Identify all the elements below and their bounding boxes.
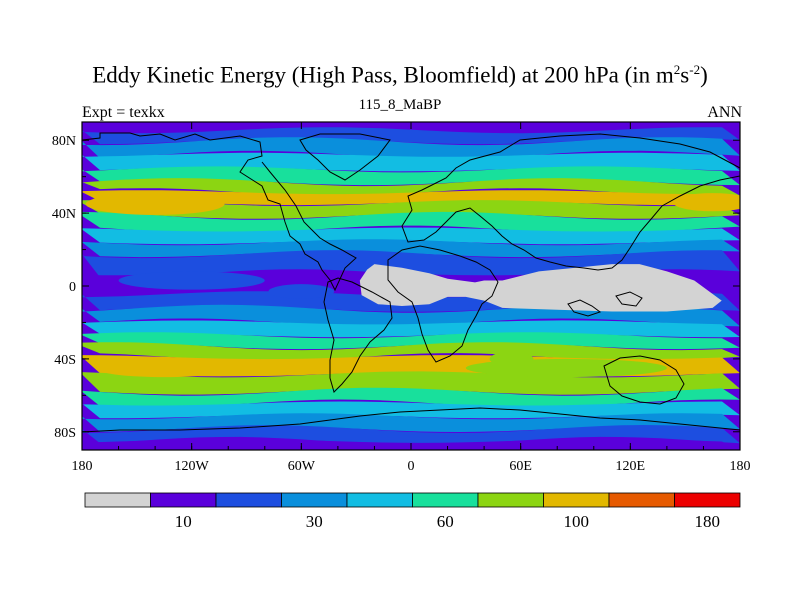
contour-band — [82, 127, 740, 145]
x-tick-label: 60E — [509, 459, 532, 474]
low-eke-region — [359, 264, 722, 312]
coastlines — [82, 132, 740, 433]
contour-spot — [85, 193, 225, 215]
contour-band — [82, 413, 740, 432]
colorbar-box — [674, 492, 741, 508]
contour-band — [82, 200, 740, 219]
colorbar-box — [608, 492, 675, 508]
chart-subtitle: 115_8_MaBP — [358, 97, 442, 113]
colorbar-box — [346, 492, 413, 508]
season-label: ANN — [707, 104, 742, 121]
colorbar-box — [477, 492, 544, 508]
contour-band — [82, 190, 740, 206]
colorbar-label: 60 — [437, 512, 454, 531]
contour-band — [82, 320, 740, 338]
colorbar-label: 30 — [306, 512, 323, 531]
contour-band — [82, 211, 740, 234]
x-tick-label: 0 — [408, 459, 415, 474]
colorbar-box — [215, 492, 282, 508]
contour-spot — [672, 193, 740, 212]
contour-band — [82, 137, 740, 159]
contour-spot — [268, 284, 335, 299]
colorbar-label: 100 — [564, 512, 590, 531]
contour-band — [82, 401, 740, 419]
colorbar-box — [281, 492, 348, 508]
colorbar-box — [84, 492, 151, 508]
y-tick-label: 40N — [52, 207, 76, 222]
colorbar-label: 180 — [695, 512, 721, 531]
contour-spot — [100, 362, 229, 378]
contour-band — [82, 178, 740, 197]
x-axis: 180 120W 60W 0 60E 120E 180 — [72, 122, 751, 474]
colorbar: 10 30 60 100 180 — [84, 492, 741, 531]
contour-band — [82, 425, 740, 445]
experiment-label: Expt = texkx — [82, 104, 165, 121]
colorbar-label: 10 — [175, 512, 192, 531]
contour-fill — [82, 122, 740, 450]
y-tick-label: 80N — [52, 134, 76, 149]
contour-band — [82, 342, 740, 362]
contour-band — [82, 371, 740, 395]
y-tick-label: 0 — [69, 280, 76, 295]
y-axis: 80N 40N 0 40S 80S — [52, 134, 740, 441]
x-tick-label: 180 — [72, 459, 93, 474]
contour-band — [82, 227, 740, 245]
contour-band — [82, 332, 740, 350]
x-tick-label: 60W — [288, 459, 316, 474]
x-tick-label: 120E — [616, 459, 646, 474]
colorbar-box — [543, 492, 610, 508]
contour-spot — [465, 358, 667, 378]
contour-band — [82, 387, 740, 408]
contour-band — [82, 438, 737, 450]
x-tick-label: 120W — [175, 459, 210, 474]
x-tick-label: 180 — [730, 459, 751, 474]
colorbar-box — [412, 492, 479, 508]
chart-title: Eddy Kinetic Energy (High Pass, Bloomfie… — [92, 62, 708, 88]
colorbar-box — [150, 492, 217, 508]
y-tick-label: 80S — [54, 426, 76, 441]
y-tick-label: 40S — [54, 353, 76, 368]
contour-spot — [118, 271, 265, 290]
